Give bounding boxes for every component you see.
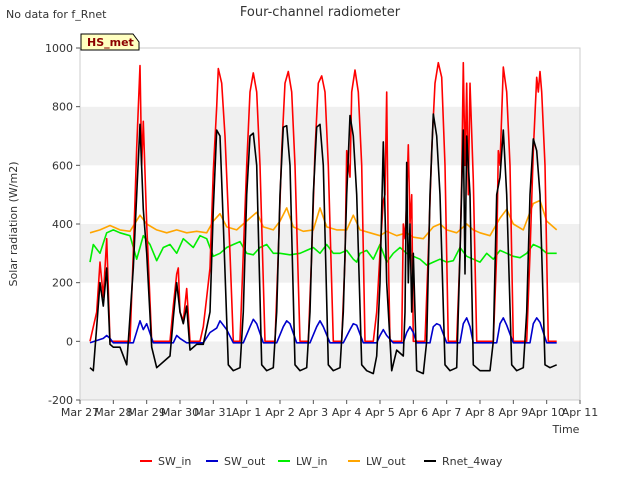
y-tick-label: 400 bbox=[52, 218, 73, 231]
series-line-lw-out bbox=[89, 199, 558, 240]
station-tag-label: HS_met bbox=[87, 36, 134, 49]
series-layer bbox=[89, 61, 558, 375]
x-tick-label: Mar 29 bbox=[128, 406, 166, 419]
x-axis-label: Time bbox=[552, 423, 580, 436]
legend-label-sw-in: SW_in bbox=[158, 455, 191, 468]
x-tick-label: Apr 10 bbox=[528, 406, 565, 419]
station-tag: HS_met bbox=[80, 33, 140, 51]
x-tick-label: Apr 9 bbox=[499, 406, 529, 419]
y-axis: -200 0 200 400 600 800 1000 bbox=[45, 42, 80, 407]
y-tick-label: 1000 bbox=[45, 42, 73, 55]
y-tick-label: 600 bbox=[52, 159, 73, 172]
legend-label-lw-out: LW_out bbox=[366, 455, 406, 468]
x-tick-label: Apr 11 bbox=[562, 406, 599, 419]
x-tick-label: Mar 30 bbox=[161, 406, 199, 419]
no-data-note: No data for f_Rnet bbox=[6, 8, 107, 21]
x-tick-label: Apr 4 bbox=[332, 406, 362, 419]
x-tick-label: Apr 1 bbox=[232, 406, 262, 419]
y-tick-label: 200 bbox=[52, 277, 73, 290]
legend: SW_in SW_out LW_in LW_out Rnet_4way bbox=[140, 455, 503, 468]
x-tick-label: Apr 7 bbox=[432, 406, 462, 419]
grid-band bbox=[80, 48, 580, 107]
chart-title: Four-channel radiometer bbox=[240, 5, 401, 20]
grid-band bbox=[80, 341, 580, 400]
x-tick-label: Apr 6 bbox=[399, 406, 429, 419]
y-axis-label: Solar radiation (W/m2) bbox=[7, 161, 20, 286]
x-tick-label: Mar 28 bbox=[94, 406, 132, 419]
legend-label-lw-in: LW_in bbox=[296, 455, 328, 468]
y-tick-label: 0 bbox=[66, 335, 73, 348]
grid-band bbox=[80, 106, 580, 166]
x-tick-label: Apr 2 bbox=[265, 406, 295, 419]
series-line-sw-out bbox=[89, 317, 557, 344]
y-tick-label: 800 bbox=[52, 101, 73, 114]
x-tick-label: Apr 8 bbox=[465, 406, 495, 419]
legend-label-sw-out: SW_out bbox=[224, 455, 266, 468]
x-tick-label: Mar 27 bbox=[61, 406, 99, 419]
grid-band bbox=[80, 282, 580, 342]
x-tick-label: Apr 3 bbox=[299, 406, 329, 419]
x-tick-label: Mar 31 bbox=[194, 406, 232, 419]
x-tick-label: Apr 5 bbox=[365, 406, 395, 419]
legend-label-rnet-4way: Rnet_4way bbox=[442, 455, 503, 468]
series-line-rnet-4way bbox=[89, 113, 558, 375]
station-tag-box bbox=[80, 33, 140, 51]
y-tick-label: -200 bbox=[48, 394, 73, 407]
